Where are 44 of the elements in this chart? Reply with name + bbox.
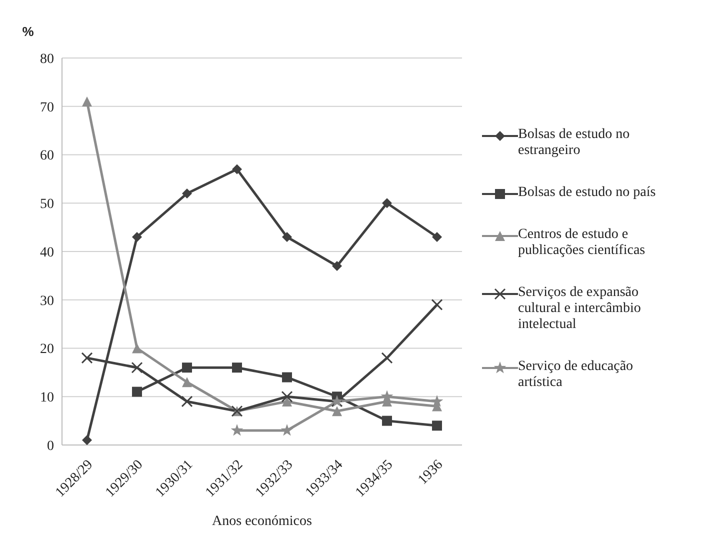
legend-label: Bolsas de estudo no país <box>518 184 656 200</box>
y-tick-label: 10 <box>40 390 54 406</box>
y-tick-label: 50 <box>40 197 54 212</box>
point <box>230 424 244 436</box>
point <box>182 377 192 388</box>
point <box>132 343 142 354</box>
legend-label: Centros de estudo e publicações científicas <box>518 226 646 258</box>
point <box>81 352 93 364</box>
point <box>431 298 443 310</box>
legend-label: Bolsas de estudo no estrangeiro <box>518 126 630 158</box>
point <box>332 261 342 272</box>
point <box>132 386 142 397</box>
point <box>82 435 92 445</box>
point <box>132 232 142 242</box>
legend-label: Serviço de educação artística <box>518 358 634 390</box>
point <box>182 188 192 198</box>
y-tick-label: 40 <box>40 245 54 260</box>
point <box>432 232 442 242</box>
point <box>382 198 392 208</box>
point <box>181 396 193 408</box>
point <box>182 362 192 373</box>
y-tick-label: 30 <box>40 294 54 309</box>
point <box>282 396 292 406</box>
point <box>232 164 242 174</box>
point <box>380 390 394 402</box>
point <box>131 362 143 374</box>
y-tick-label: 70 <box>40 100 54 116</box>
point <box>382 416 392 426</box>
point <box>432 420 442 431</box>
point <box>281 390 293 402</box>
point <box>280 424 294 436</box>
y-tick-label: 0 <box>47 438 54 454</box>
point <box>82 96 92 107</box>
point <box>282 372 292 382</box>
y-axis-title: % <box>22 24 34 39</box>
point <box>232 362 242 373</box>
point <box>430 394 444 407</box>
point <box>332 406 342 416</box>
x-axis-title: Anos económicos <box>212 514 312 529</box>
y-tick-label: 80 <box>40 52 54 67</box>
legend-label: Serviços de expansão cultural e intercâmbio intelectual <box>518 284 641 332</box>
y-tick-label: 20 <box>40 342 54 358</box>
point <box>282 232 292 242</box>
y-tick-label: 60 <box>40 148 54 164</box>
